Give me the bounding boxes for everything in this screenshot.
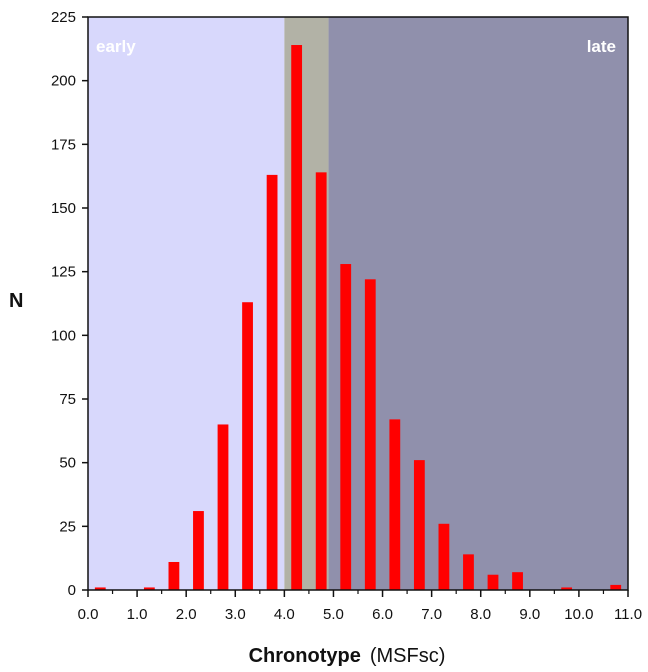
bar [193, 511, 204, 590]
early-region-label: early [96, 37, 136, 56]
bar [315, 172, 327, 590]
x-axis-label: Chronotype (MSFsc) [249, 645, 446, 667]
y-tick-label: 150 [51, 200, 76, 217]
bar [413, 460, 425, 590]
x-tick-label: 3.0 [225, 606, 246, 623]
x-tick-label: 9.0 [519, 606, 540, 623]
x-tick-label: 5.0 [323, 606, 344, 623]
x-axis-label-main: Chronotype [249, 645, 361, 667]
x-tick-label: 4.0 [274, 606, 295, 623]
bar [364, 279, 376, 590]
x-tick-label: 8.0 [470, 606, 491, 623]
x-tick-label: 0.0 [78, 606, 99, 623]
y-tick-label: 175 [51, 136, 76, 153]
x-tick-label: 6.0 [372, 606, 393, 623]
y-tick-label: 25 [59, 518, 76, 535]
y-tick-label: 100 [51, 327, 76, 344]
bar [168, 561, 180, 590]
late-region-label: late [587, 37, 616, 56]
y-tick-label: 75 [59, 391, 76, 408]
bar [340, 264, 352, 590]
y-tick-label: 125 [51, 264, 76, 281]
bar [94, 587, 106, 590]
y-tick-label: 225 [51, 9, 76, 26]
bar [266, 174, 278, 591]
x-tick-label: 11.0 [614, 606, 642, 623]
bar [487, 574, 499, 590]
bar [610, 584, 622, 590]
y-tick-label: 200 [51, 73, 76, 90]
bar [242, 302, 253, 590]
bar [291, 45, 303, 591]
x-tick-label: 10.0 [564, 606, 593, 623]
x-tick-label: 1.0 [127, 606, 148, 623]
bars [94, 45, 622, 591]
y-axis-label: N [9, 290, 23, 312]
bar [463, 554, 474, 590]
early-region [88, 17, 285, 590]
x-axis-label-unit: (MSFsc) [370, 645, 446, 667]
background-regions [88, 17, 628, 590]
bar [512, 572, 523, 590]
y-axis-ticks: 0 25 50 75 100 125 150 175 200 225 [51, 9, 88, 599]
bar [143, 587, 155, 590]
x-tick-label: 7.0 [421, 606, 442, 623]
bar [389, 419, 401, 590]
y-tick-label: 50 [59, 455, 76, 472]
bar [561, 587, 573, 590]
bar [217, 424, 229, 590]
bar [438, 523, 450, 590]
x-tick-label: 2.0 [176, 606, 197, 623]
late-region [328, 17, 628, 590]
y-tick-label: 0 [68, 582, 76, 599]
x-axis-ticks: 0.0 1.0 2.0 3.0 4.0 5.0 6.0 7.0 8.0 9.0 10.0 11.0 [78, 590, 642, 623]
